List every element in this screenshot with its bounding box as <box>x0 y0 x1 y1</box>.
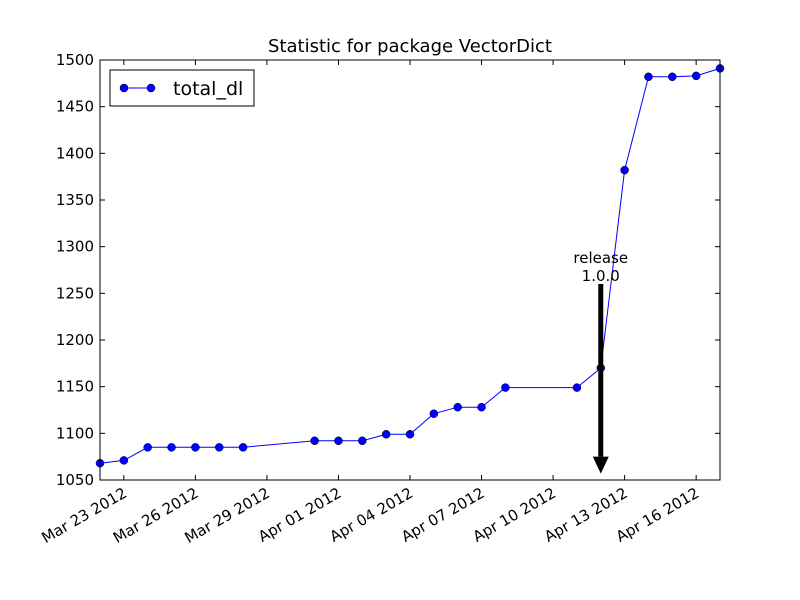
legend-marker <box>146 83 156 93</box>
y-tick-label: 1500 <box>56 51 94 69</box>
legend-label: total_dl <box>173 78 243 100</box>
data-point <box>358 436 367 446</box>
data-point <box>668 72 677 82</box>
y-tick-label: 1150 <box>56 378 94 396</box>
legend: total_dl <box>109 69 255 107</box>
chart-title: Statistic for package VectorDict <box>268 36 552 57</box>
legend-marker <box>119 83 129 93</box>
data-point <box>572 383 582 392</box>
data-point <box>119 456 129 465</box>
data-point <box>310 436 319 446</box>
data-point <box>453 402 462 412</box>
y-tick-label: 1450 <box>56 98 94 116</box>
y-tick-label: 1350 <box>56 191 94 209</box>
data-point <box>429 409 439 418</box>
data-point <box>620 165 629 175</box>
y-tick-label: 1400 <box>56 144 94 162</box>
y-tick-label: 1100 <box>56 424 94 442</box>
data-point <box>381 430 391 439</box>
data-point <box>191 443 200 452</box>
data-point <box>167 443 176 452</box>
annotation-text: 1.0.0 <box>582 267 620 285</box>
data-point <box>501 383 510 392</box>
annotation-arrow-head <box>592 456 609 474</box>
data-point <box>143 443 152 452</box>
y-tick-label: 1300 <box>56 238 94 256</box>
data-point <box>644 72 653 82</box>
data-point <box>214 443 224 452</box>
data-point <box>238 443 248 452</box>
y-tick-label: 1200 <box>56 331 94 349</box>
annotation-text: release <box>573 249 628 267</box>
data-point <box>334 436 343 446</box>
plot-frame <box>99 59 721 481</box>
data-point <box>691 71 701 81</box>
y-tick-label: 1250 <box>56 284 94 302</box>
data-point <box>477 402 486 412</box>
data-point <box>405 430 415 439</box>
y-tick-label: 1050 <box>56 471 94 489</box>
annotation-arrow-shaft <box>598 284 604 457</box>
